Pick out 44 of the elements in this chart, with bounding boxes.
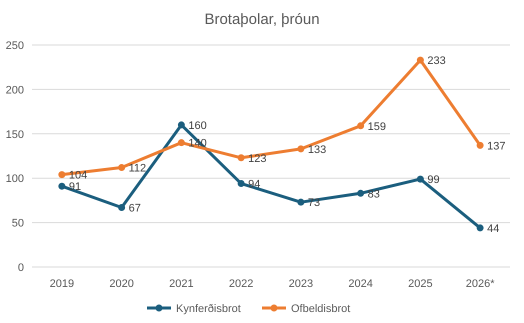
point bbox=[118, 204, 126, 212]
point bbox=[297, 145, 304, 152]
y-tick-label: 50 bbox=[12, 218, 24, 230]
x-tick-label: 2023 bbox=[288, 278, 314, 290]
x-tick-label: 2024 bbox=[348, 278, 373, 290]
point bbox=[357, 190, 364, 197]
point bbox=[238, 154, 245, 162]
data-label: 233 bbox=[427, 55, 446, 68]
point bbox=[118, 164, 126, 172]
chart-title: Brotaþolar, þróun bbox=[204, 11, 320, 28]
y-tick-label: 250 bbox=[6, 40, 24, 52]
data-label: 112 bbox=[128, 162, 146, 175]
x-tick-label: 2019 bbox=[50, 278, 74, 290]
data-label: 160 bbox=[188, 120, 207, 132]
x-tick-label: 2022 bbox=[228, 278, 254, 290]
point bbox=[357, 122, 364, 130]
y-tick-label: 0 bbox=[18, 262, 24, 274]
x-tick-label: 2020 bbox=[109, 278, 134, 290]
point bbox=[58, 182, 66, 190]
data-label: 67 bbox=[128, 202, 141, 215]
x-tick-label: 2021 bbox=[169, 278, 194, 290]
legend-label: Kynferðisbrot bbox=[176, 303, 241, 315]
data-label: 44 bbox=[487, 222, 500, 235]
point bbox=[416, 56, 424, 64]
point bbox=[476, 224, 484, 232]
point bbox=[476, 142, 484, 149]
data-label: 133 bbox=[308, 144, 326, 156]
y-tick-label: 100 bbox=[6, 173, 24, 186]
data-label: 137 bbox=[487, 140, 506, 152]
data-label: 83 bbox=[368, 188, 380, 200]
y-tick-label: 200 bbox=[6, 84, 24, 96]
point bbox=[238, 180, 245, 188]
data-label: 99 bbox=[427, 174, 440, 186]
data-label: 123 bbox=[248, 152, 266, 165]
x-tick-label: 2026* bbox=[466, 278, 496, 290]
y-tick-label: 150 bbox=[6, 128, 24, 141]
point bbox=[416, 176, 424, 183]
legend-label: Ofbeldisbrot bbox=[291, 303, 350, 315]
x-tick-label: 2025 bbox=[408, 278, 433, 290]
point bbox=[297, 198, 304, 206]
point bbox=[58, 171, 66, 178]
point bbox=[178, 121, 185, 128]
data-label: 159 bbox=[368, 120, 386, 133]
point bbox=[178, 139, 185, 146]
